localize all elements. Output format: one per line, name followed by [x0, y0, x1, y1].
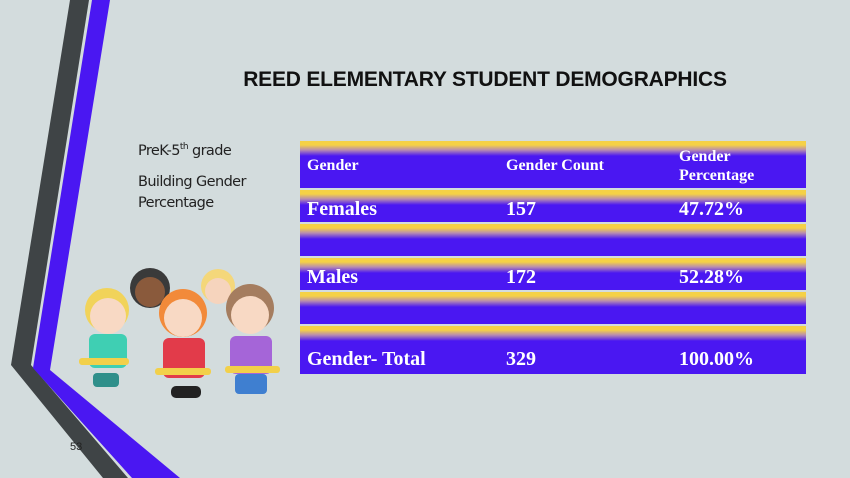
- cell-count: 329: [506, 348, 536, 370]
- child-back-left: [130, 268, 170, 308]
- cell-percentage: 100.00%: [679, 348, 754, 370]
- subtitle-line-3: Percentage: [138, 195, 214, 211]
- child-back-right: [201, 269, 235, 304]
- children-illustration: [79, 268, 280, 398]
- grade-sup: th: [179, 142, 189, 152]
- child-left: [79, 288, 129, 387]
- grade-text: PreK-5: [138, 142, 181, 159]
- cell-percentage: 52.28%: [679, 266, 744, 288]
- grade-suffix: grade: [187, 142, 232, 159]
- page-number: 53: [70, 441, 83, 453]
- purple-stripe: [33, 0, 180, 478]
- header-gender-percentage: Gender Percentage: [679, 148, 755, 184]
- table-header-row: Gender Gender Count Gender Percentage: [300, 141, 806, 190]
- dark-stripe: [11, 0, 128, 478]
- cell-percentage: 47.72%: [679, 198, 744, 220]
- table-row: Females 157 47.72%: [300, 190, 806, 224]
- cell-count: 172: [506, 266, 536, 288]
- grade-label: PreK-5th grade: [138, 142, 232, 159]
- cell-gender: Gender- Total: [307, 348, 426, 370]
- cell-count: 157: [506, 198, 536, 220]
- gender-table: Gender Gender Count Gender Percentage Fe…: [300, 141, 806, 376]
- header-gender-count: Gender Count: [506, 157, 604, 174]
- table-row: Males 172 52.28%: [300, 258, 806, 292]
- child-right: [225, 284, 280, 394]
- header-gender: Gender: [307, 157, 359, 174]
- cell-gender: Females: [307, 198, 377, 220]
- slide-title: REED ELEMENTARY STUDENT DEMOGRAPHICS: [243, 68, 727, 91]
- table-row-empty: [300, 224, 806, 258]
- table-row-total: Gender- Total 329 100.00%: [300, 326, 806, 376]
- child-center: [155, 289, 211, 398]
- cell-gender: Males: [307, 266, 359, 288]
- subtitle-line-2: Building Gender: [138, 174, 246, 190]
- table-row-empty: [300, 292, 806, 326]
